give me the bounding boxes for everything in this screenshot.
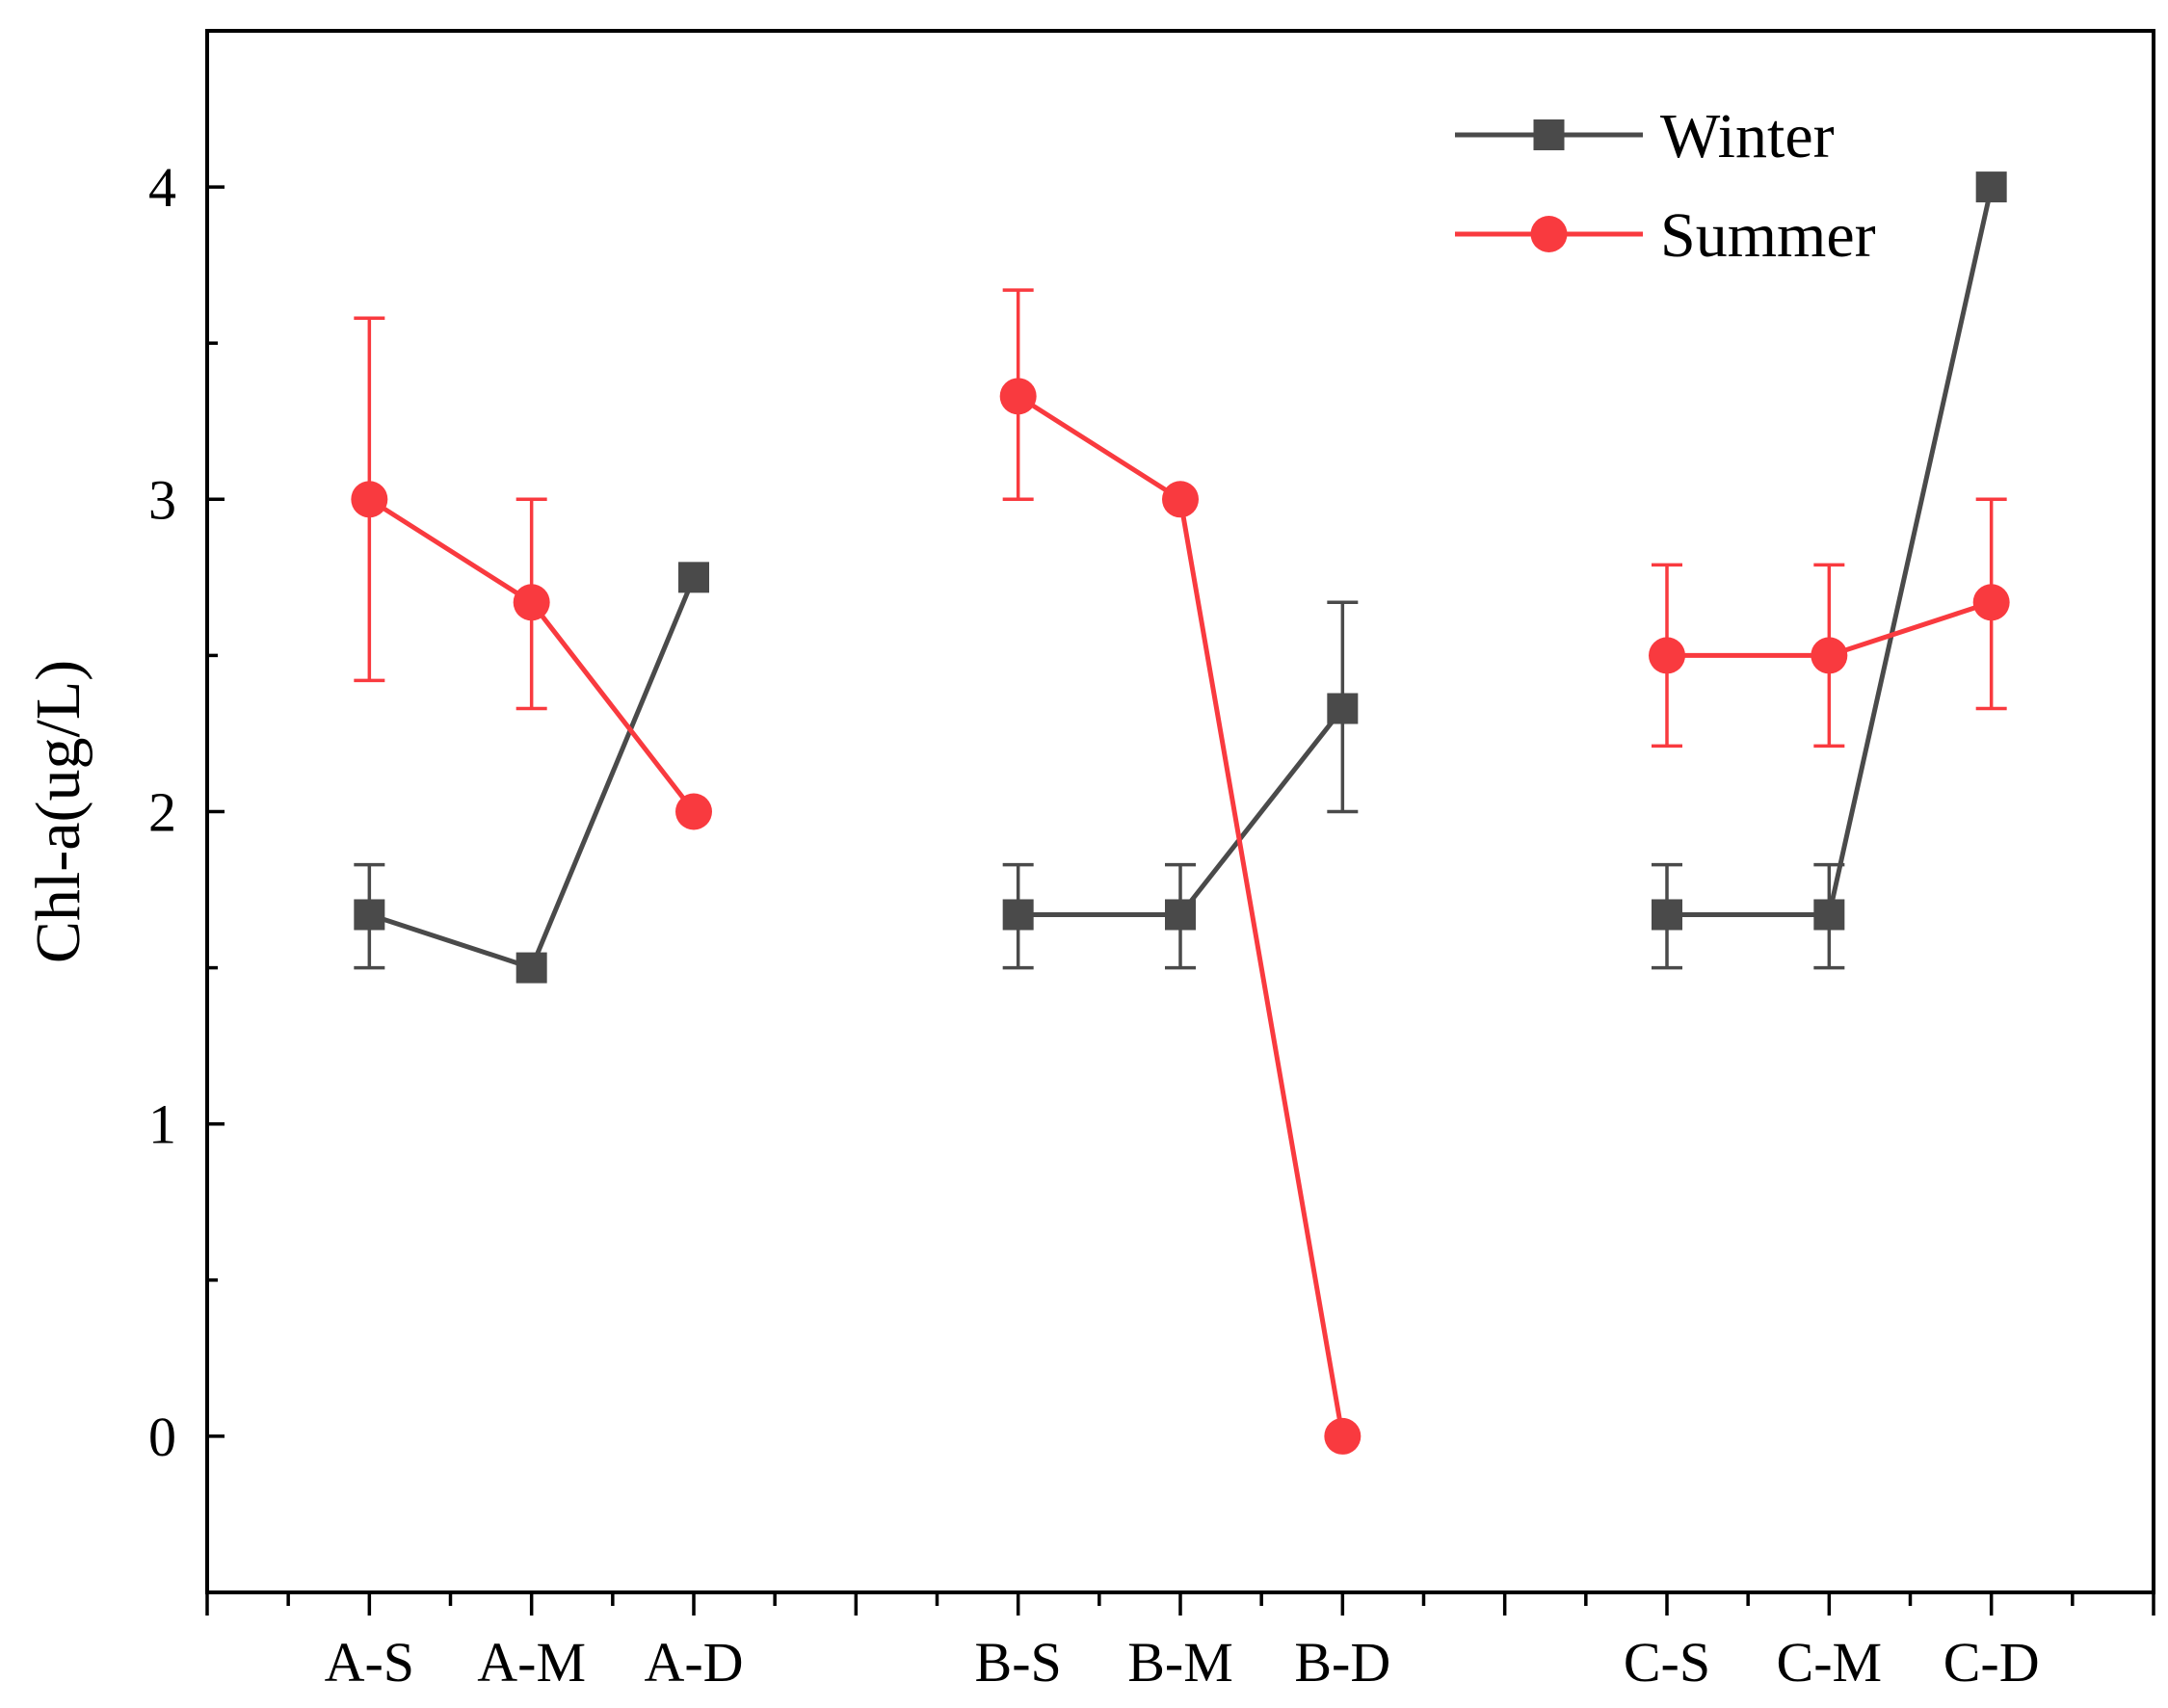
data-point <box>513 584 550 621</box>
data-point <box>1975 171 2007 203</box>
data-point <box>1002 899 1034 931</box>
series <box>351 171 2010 1455</box>
data-point <box>678 562 709 593</box>
legend-label: Winter <box>1660 101 1835 171</box>
y-axis-title: Chl-a(ug/L) <box>23 660 93 963</box>
series-line <box>1667 186 1995 917</box>
legend-marker <box>1530 216 1568 252</box>
y-tick-label: 3 <box>148 468 176 531</box>
data-point <box>675 793 712 830</box>
axes: 0 1 2 3 4 A-S A-M A-D B-S B-M B-D C-S C-M C-D Chl-a(ug… <box>23 29 2155 1694</box>
x-tick-label: B-S <box>975 1631 1062 1694</box>
x-tick-label: A-S <box>325 1631 414 1694</box>
data-point <box>1162 481 1199 518</box>
x-tick-label: A-D <box>644 1631 743 1694</box>
data-point <box>1649 637 1685 674</box>
y-tick-label: 0 <box>148 1406 176 1468</box>
y-tick-label: 1 <box>148 1093 176 1156</box>
data-point <box>354 899 385 931</box>
x-tick-label: C-M <box>1777 1631 1883 1694</box>
data-point <box>351 481 388 518</box>
data-point <box>1165 899 1196 931</box>
data-point <box>1652 899 1682 931</box>
y-tick-label: 4 <box>148 156 176 219</box>
data-point <box>1811 637 1848 674</box>
x-tick-label: C-S <box>1624 1631 1710 1694</box>
error-bars <box>354 288 2007 970</box>
legend-label: Summer <box>1660 200 1876 271</box>
data-point <box>1813 899 1845 931</box>
data-point <box>1327 693 1359 724</box>
data-point <box>1972 584 2010 621</box>
data-point <box>516 952 547 984</box>
x-tick-label: B-D <box>1294 1631 1390 1694</box>
y-tick-label: 2 <box>148 781 176 844</box>
legend-marker <box>1533 119 1565 150</box>
data-point <box>999 378 1037 415</box>
data-point <box>1324 1417 1362 1455</box>
legend: Winter Summer <box>1455 101 1876 271</box>
x-tick-label: B-M <box>1127 1631 1233 1694</box>
x-tick-label: A-M <box>477 1631 586 1694</box>
x-tick-label: C-D <box>1943 1631 2040 1694</box>
